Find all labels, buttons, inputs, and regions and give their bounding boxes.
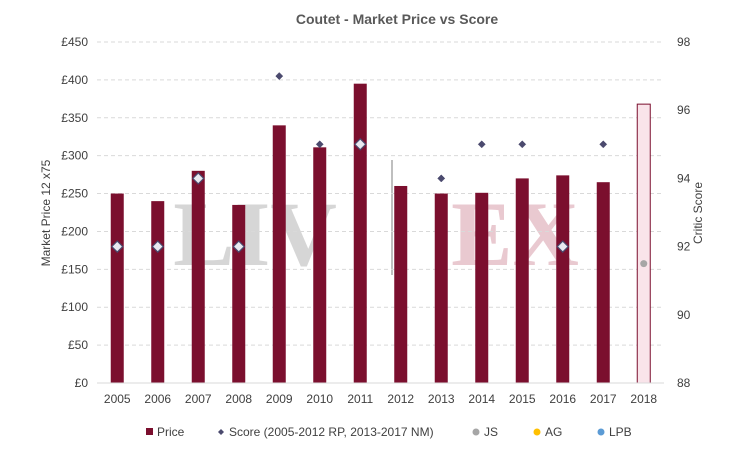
y-tick-label: £300 [61, 149, 88, 163]
legend-swatch-price [146, 428, 153, 435]
price-bar [636, 103, 651, 384]
x-tick-label: 2009 [266, 392, 293, 406]
score-marker [275, 72, 284, 81]
price-bar [232, 204, 246, 383]
x-tick-label: 2005 [104, 392, 131, 406]
y-tick-label: £400 [61, 73, 88, 87]
y2-tick-label: 92 [677, 240, 691, 254]
y2-tick-label: 98 [677, 35, 691, 49]
x-tick-label: 2014 [468, 392, 495, 406]
price-bar [353, 83, 367, 383]
price-bar [272, 125, 286, 383]
x-tick-label: 2012 [387, 392, 414, 406]
score-marker [315, 140, 324, 149]
y-axis-title: Market Price 12 x75 [39, 159, 53, 266]
js-point [640, 260, 648, 268]
price-bar [313, 147, 327, 383]
score-marker [437, 174, 446, 183]
score-marker [599, 140, 608, 149]
x-tick-label: 2008 [225, 392, 252, 406]
legend-swatch-js [472, 428, 480, 436]
y-tick-label: £100 [61, 300, 88, 314]
chart-title: Coutet - Market Price vs Score [296, 11, 499, 27]
y-tick-label: £150 [61, 262, 88, 276]
gridlines [97, 41, 664, 346]
score-marker [556, 240, 570, 253]
y2-tick-label: 96 [677, 103, 691, 117]
x-tick-label: 2011 [347, 392, 373, 406]
score-marker [353, 137, 367, 151]
price-bar [110, 193, 124, 383]
legend-swatch-score [218, 429, 224, 435]
x-tick-label: 2018 [630, 392, 657, 406]
score-marker [518, 140, 527, 149]
price-bar [515, 178, 529, 383]
x-tick-label: 2006 [144, 392, 171, 406]
y-tick-label: £0 [75, 376, 89, 390]
x-tick-label: 2015 [509, 392, 536, 406]
price-bar [434, 193, 448, 383]
x-tick-label: 2010 [306, 392, 333, 406]
price-bar [556, 175, 570, 383]
y2-tick-label: 90 [677, 308, 691, 322]
axes: £0 £50 £100 £150 £200 £250 £300 £350 £400 £450 88 9… [61, 35, 690, 406]
score-marker [477, 140, 486, 149]
price-bar [151, 201, 165, 383]
y-tick-label: £450 [61, 35, 88, 49]
legend-swatch-lpb [597, 428, 605, 436]
score-marker [191, 172, 205, 185]
score-marker [151, 240, 165, 253]
price-bar [394, 185, 408, 383]
x-tick-label: 2013 [428, 392, 455, 406]
legend-label-score: Score (2005-2012 RP, 2013-2017 NM) [229, 425, 434, 439]
x-tick-label: 2016 [549, 392, 576, 406]
legend-label-js: JS [484, 425, 498, 439]
legend-swatch-ag [533, 428, 541, 436]
price-bar [596, 182, 610, 383]
score-marker [110, 240, 124, 253]
y-tick-label: £200 [61, 224, 88, 238]
y-tick-label: £50 [68, 338, 88, 352]
y2-axis-title: Critic Score [691, 182, 705, 244]
price-bar [475, 192, 489, 383]
y-tick-label: £250 [61, 187, 88, 201]
legend-label-price: Price [157, 425, 185, 439]
price-bar [191, 170, 205, 383]
legend-label-ag: AG [545, 425, 562, 439]
y2-tick-label: 94 [677, 171, 691, 185]
x-tick-label: 2007 [185, 392, 212, 406]
score-marker [232, 240, 246, 253]
y2-tick-label: 88 [677, 376, 691, 390]
legend-label-lpb: LPB [609, 425, 632, 439]
x-tick-label: 2017 [590, 392, 617, 406]
score-markers [110, 72, 648, 268]
legend: Price Score (2005-2012 RP, 2013-2017 NM) J… [146, 425, 632, 439]
y-tick-label: £350 [61, 111, 88, 125]
